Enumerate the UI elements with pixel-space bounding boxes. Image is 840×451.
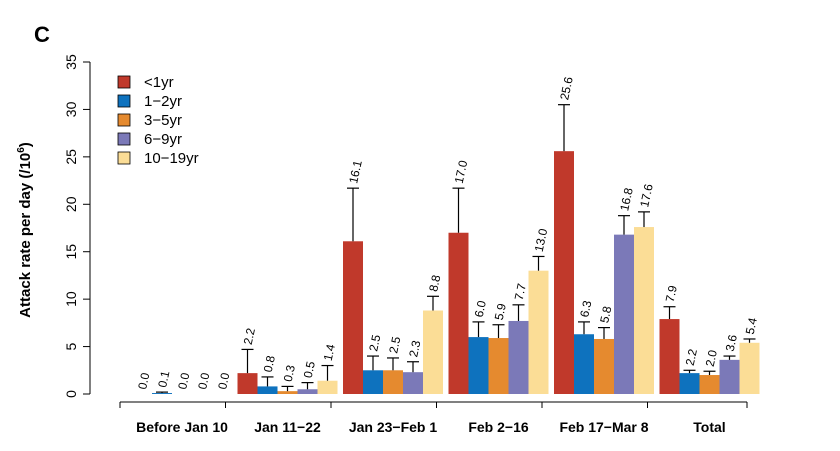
x-tick-label: Feb 17−Mar 8: [559, 419, 648, 435]
data-label: 0.0: [175, 371, 192, 391]
x-tick-label: Total: [693, 419, 725, 435]
bar-series-group: 0.0 2.2 16.1 17.0 25.6 7.9 0.1 0.8 2.5 6.0 6.3 2.2 0…: [135, 75, 760, 394]
x-tick-label: Before Jan 10: [136, 419, 228, 435]
data-label: 25.6: [557, 75, 576, 101]
panel-label: C: [34, 22, 50, 47]
data-label: 16.8: [617, 186, 636, 212]
x-tick-label: Jan 23−Feb 1: [349, 419, 438, 435]
data-label: 2.0: [703, 348, 720, 368]
legend: <1yr 1−2yr 3−5yr 6−9yr 10−19yr: [117, 74, 199, 167]
legend-label: 1−2yr: [144, 93, 182, 110]
y-axis: 0 5 10 15 20 25 30 35 Attack rate per day (/106): [16, 54, 91, 398]
data-label: 13.0: [532, 227, 551, 253]
bar: [739, 342, 760, 394]
data-label: 2.2: [683, 347, 700, 367]
data-label: 2.5: [386, 335, 403, 355]
data-label: 0.0: [135, 371, 152, 391]
bar: [634, 227, 654, 394]
x-axis: Before Jan 10 Jan 11−22 Jan 23−Feb 1 Feb 2−…: [119, 401, 748, 435]
legend-label: 3−5yr: [144, 112, 182, 129]
bar: [554, 151, 574, 394]
data-label: 6.0: [472, 299, 489, 319]
data-label: 3.6: [723, 333, 740, 353]
bar: [152, 393, 172, 394]
bar: [488, 338, 509, 394]
y-tick-label: 15: [63, 244, 79, 260]
legend-swatch: [117, 151, 131, 165]
bar: [508, 320, 529, 394]
bar: [594, 338, 614, 394]
bar: [237, 373, 258, 394]
data-label: 0.8: [261, 354, 278, 374]
data-label: 8.8: [426, 273, 443, 293]
data-label: 2.3: [406, 339, 423, 359]
bar: [659, 319, 680, 394]
legend-label: 10−19yr: [144, 150, 199, 167]
y-tick-label: 20: [63, 196, 79, 212]
data-label: 2.2: [241, 326, 258, 346]
bar: [614, 234, 634, 394]
y-tick-label: 10: [63, 291, 79, 307]
legend-swatch: [117, 113, 131, 127]
data-label: 7.9: [663, 284, 680, 304]
data-label: 0.1: [155, 369, 172, 389]
data-label: 0.0: [195, 371, 212, 391]
legend-swatch: [117, 75, 131, 89]
legend-swatch: [117, 94, 131, 108]
bar: [528, 270, 549, 394]
y-tick-label: 0: [63, 390, 79, 398]
y-tick-label: 30: [63, 101, 79, 117]
legend-swatch: [117, 132, 131, 146]
legend-label: 6−9yr: [144, 131, 182, 148]
bar: [423, 310, 443, 394]
data-label: 6.3: [577, 299, 594, 319]
bar: [448, 232, 469, 394]
bar: [699, 375, 720, 394]
bar: [383, 370, 403, 394]
data-label: 0.3: [281, 363, 298, 383]
bar: [317, 380, 338, 394]
data-label: 7.7: [512, 282, 529, 302]
x-tick-label: Jan 11−22: [254, 419, 321, 435]
data-label: 16.1: [346, 159, 365, 185]
data-label: 5.8: [597, 305, 614, 325]
data-label: 5.4: [743, 316, 760, 336]
bar: [679, 373, 700, 394]
data-label: 17.0: [452, 159, 471, 185]
data-label: 2.5: [366, 333, 383, 353]
bar: [468, 337, 489, 394]
data-label: 1.4: [321, 343, 338, 363]
bar: [403, 372, 423, 394]
x-tick-label: Feb 2−16: [468, 419, 529, 435]
bar: [719, 359, 740, 394]
data-label: 17.6: [637, 182, 656, 208]
y-axis-label: Attack rate per day (/106): [16, 142, 34, 318]
bar: [277, 391, 298, 394]
data-label: 0.0: [215, 371, 232, 391]
bar: [574, 334, 594, 394]
bar: [343, 241, 363, 394]
bar: [257, 386, 278, 394]
data-label: 0.5: [301, 360, 318, 380]
y-tick-label: 35: [63, 54, 79, 70]
legend-label: <1yr: [144, 74, 174, 91]
bar: [363, 370, 383, 394]
y-tick-label: 25: [63, 149, 79, 165]
bar: [297, 389, 318, 394]
y-tick-label: 5: [63, 342, 79, 350]
data-label: 5.9: [492, 302, 509, 322]
